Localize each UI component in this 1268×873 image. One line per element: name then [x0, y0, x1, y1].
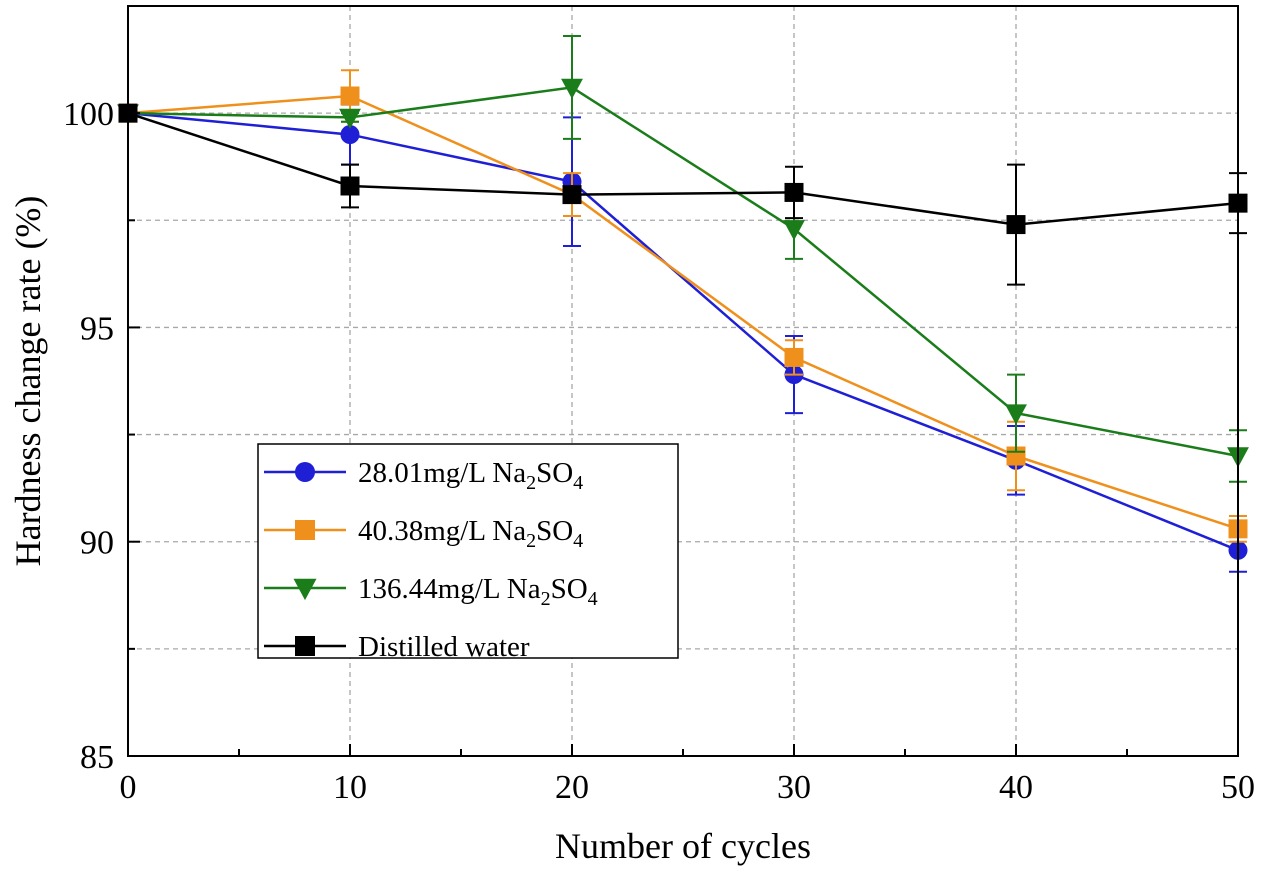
x-tick-label: 40 — [999, 769, 1033, 806]
data-point — [340, 176, 360, 196]
series-line — [127, 111, 1239, 552]
x-tick-label: 50 — [1221, 769, 1255, 806]
series-3 — [118, 103, 1248, 286]
legend-item: 40.38mg/L Na2SO4 — [264, 515, 583, 552]
y-tick-label: 85 — [80, 739, 114, 776]
legend-marker — [293, 578, 317, 601]
data-point — [339, 108, 361, 129]
series-line — [127, 86, 1239, 458]
series-line — [127, 111, 1239, 226]
data-point — [784, 182, 804, 202]
data-point — [1006, 215, 1026, 235]
legend-label: 40.38mg/L Na2SO4 — [358, 515, 583, 552]
axes: 0 10 20 30 40 50 85 90 95 100 — [63, 96, 1255, 806]
series-2 — [117, 35, 1249, 483]
data-point — [561, 78, 583, 99]
series-layer — [117, 35, 1249, 573]
y-tick-label: 100 — [63, 96, 114, 133]
data-point — [1005, 404, 1027, 425]
legend-item: 28.01mg/L Na2SO4 — [264, 457, 583, 494]
legend-label: Distilled water — [358, 631, 530, 663]
legend-item: 136.44mg/L Na2SO4 — [264, 573, 598, 610]
y-axis-title: Hardness change rate (%) — [8, 196, 48, 567]
x-tick-label: 30 — [777, 769, 811, 806]
data-point — [783, 220, 805, 241]
legend-label: 28.01mg/L Na2SO4 — [358, 457, 583, 494]
legend-marker — [295, 636, 315, 656]
y-tick-label: 90 — [80, 525, 114, 562]
y-tick-label: 95 — [80, 310, 114, 347]
x-axis-title: Number of cycles — [555, 826, 811, 866]
legend: 28.01mg/L Na2SO4 40.38mg/L Na2SO4 136.44mg… — [257, 443, 679, 663]
x-tick-label: 0 — [120, 769, 137, 806]
data-point — [562, 185, 582, 205]
legend-item: Distilled water — [264, 631, 530, 663]
x-tick-label: 10 — [333, 769, 367, 806]
legend-box — [257, 443, 679, 659]
legend-marker — [295, 462, 315, 482]
series-line — [127, 94, 1239, 531]
data-point — [340, 125, 360, 145]
x-tick-label: 20 — [555, 769, 589, 806]
legend-marker — [295, 520, 315, 540]
legend-label: 136.44mg/L Na2SO4 — [358, 573, 598, 610]
data-point — [340, 86, 360, 106]
data-point — [784, 347, 804, 367]
